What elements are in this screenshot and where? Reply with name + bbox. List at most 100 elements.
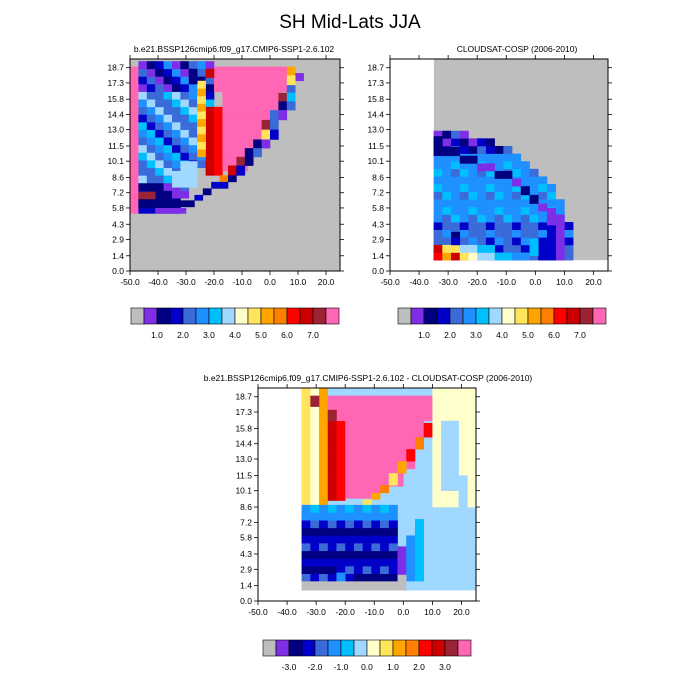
colorbar-label: 0.0 [361,662,373,672]
heatmap-cell [520,191,530,200]
heatmap-cell [327,454,337,463]
heatmap-cell [205,160,215,169]
colorbar-swatch [130,307,145,325]
heatmap-cell [336,550,346,559]
heatmap-cell [253,148,262,158]
heatmap-cell [180,76,190,85]
heatmap-cell [477,145,487,154]
y-tick-label: 1.4 [240,581,252,591]
y-tick-label: 5.8 [112,203,124,213]
heatmap-cell [138,199,181,209]
heatmap-cell [310,479,320,488]
heatmap-cell [188,99,198,108]
heatmap-cell [319,566,329,574]
heatmap-cell [380,535,390,544]
heatmap-cell [138,91,148,100]
y-tick-label: 18.7 [367,63,384,73]
heatmap-cell [433,153,443,162]
colorbar-swatch [527,307,542,325]
colorbar-label: 2.0 [413,662,425,672]
heatmap-cell [327,439,337,448]
heatmap-cell [477,206,487,215]
heatmap-cell [538,184,548,192]
heatmap-cell [205,167,215,176]
y-tick-label: 14.4 [235,439,252,449]
heatmap-cell [163,144,173,153]
heatmap-cell [371,512,381,521]
colorbar-swatch [540,307,555,325]
heatmap-cell [319,479,329,488]
heatmap-cell [512,206,522,215]
heatmap-cell [485,153,495,162]
colorbar-label: 5.0 [522,330,534,340]
heatmap-cell [353,566,363,574]
heatmap-cell [197,134,206,142]
heatmap-cell [494,199,504,208]
heatmap-cell [538,243,548,261]
colorbar-swatch [566,307,581,325]
heatmap-cell [146,160,156,169]
heatmap-cell [433,191,443,200]
heatmap-cell [301,550,311,559]
colorbar-label: 1.0 [151,330,163,340]
heatmap-cell [310,388,320,396]
heatmap-cell [433,237,443,246]
heatmap-cell [345,543,355,552]
heatmap-cell [138,122,148,130]
heatmap-cell [163,99,173,108]
heatmap-cell [433,244,443,253]
heatmap-cell [442,168,452,177]
y-tick-label: 13.0 [107,125,124,135]
heatmap-cell [177,200,195,208]
heatmap-cell [345,558,355,567]
heatmap-cell [261,119,271,130]
heatmap-cell [468,237,478,246]
y-tick-label: 7.2 [240,517,252,527]
heatmap-cell [319,449,329,458]
heatmap-cell [319,472,329,481]
colorbar-label: 3.0 [439,662,451,672]
heatmap-cell [512,191,522,200]
heatmap-cell [371,566,381,574]
heatmap-cell [353,573,363,582]
heatmap-cell [555,214,565,261]
y-tick-label: 2.9 [240,564,252,574]
colorbar-swatch [143,307,158,325]
heatmap-cell [327,535,337,544]
heatmap-cell [163,122,173,130]
y-tick-label: 15.8 [235,423,252,433]
heatmap-cell [155,190,164,199]
heatmap-cell [202,188,212,196]
heatmap-cell [155,182,164,191]
heatmap-cell [485,138,495,147]
heatmap-cell [459,199,469,208]
heatmap-cell [205,137,215,146]
heatmap-cell [197,141,206,150]
heatmap-cell [146,122,156,130]
heatmap-cell [319,403,329,412]
heatmap-cell [327,409,337,422]
heatmap-cell [362,550,372,559]
heatmap-cell [138,76,148,85]
colorbar-swatch [431,639,446,657]
heatmap-cell [155,129,164,138]
heatmap-cell [336,431,346,440]
heatmap-cell [451,252,461,261]
heatmap-cell [336,469,346,478]
heatmap-cell [301,535,311,544]
heatmap-cell [353,512,363,521]
heatmap-cell [468,176,478,185]
heatmap-cell [442,222,452,230]
heatmap-cell [512,237,522,246]
heatmap-cell [214,144,223,153]
heatmap-cell [442,176,452,185]
heatmap-cell [310,558,320,567]
heatmap-cell [451,237,461,246]
heatmap-cell [172,76,181,85]
colorbar-label: 2.0 [444,330,456,340]
heatmap-cell [244,148,254,158]
heatmap-cell [172,84,181,92]
heatmap-cell [512,184,522,192]
heatmap-cell [155,122,164,130]
heatmap-cell [459,229,469,238]
